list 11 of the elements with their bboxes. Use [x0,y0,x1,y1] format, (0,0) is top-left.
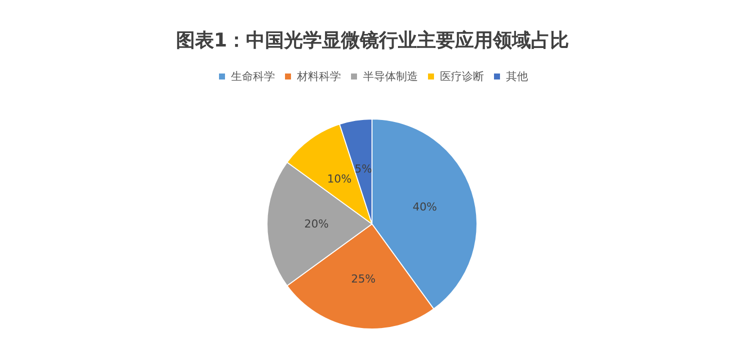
data-label: 10% [327,172,352,186]
data-label: 25% [351,272,376,286]
legend-label: 其他 [506,70,528,83]
legend-label: 材料科学 [296,70,341,83]
data-label: 20% [304,218,329,230]
data-label: 5% [354,162,372,176]
legend-label: 半导体制造 [363,70,418,83]
legend-label: 生命科学 [231,70,275,83]
data-label: 40% [412,200,438,214]
legend-label: 医疗诊断 [440,70,484,83]
chart-title: 图表1：中国光学显微镜行业主要应用领域占比 [176,30,570,52]
